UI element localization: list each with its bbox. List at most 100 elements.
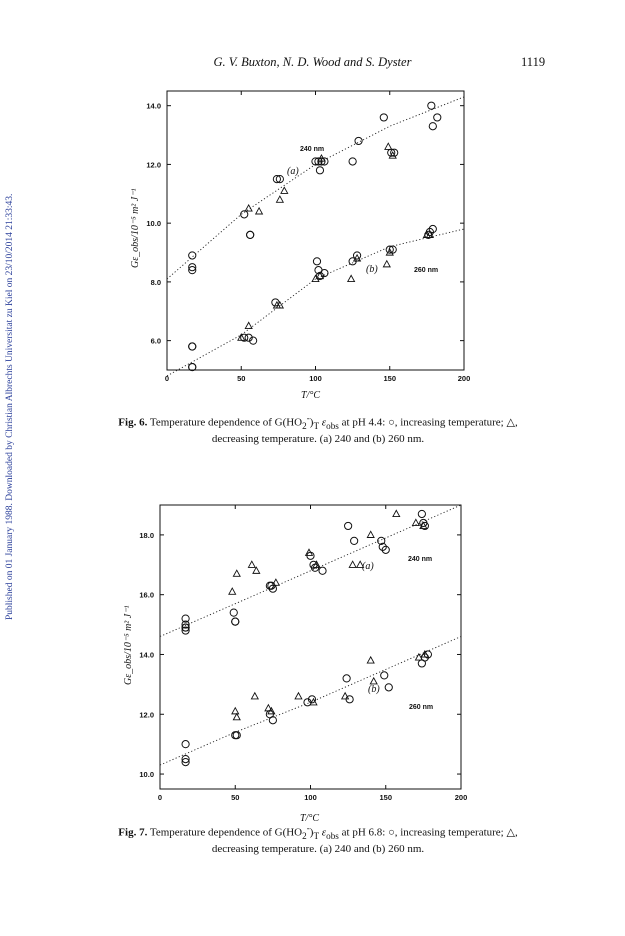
fig6-xlabel: T/°C: [301, 390, 320, 400]
fig7-point-decreasing: [228, 587, 237, 595]
fig7-ylabel: Gε_obs/10⁻⁵ m² J⁻¹: [123, 605, 134, 685]
fig7-point-increasing: [423, 650, 432, 659]
fig6-point-increasing: [354, 136, 363, 146]
fig7-point-increasing: [268, 716, 277, 725]
fig6-xtick-label: 0: [165, 374, 169, 383]
page-number: 1119: [521, 55, 546, 69]
fig7-point-increasing: [344, 521, 353, 531]
fig6-point-increasing: [385, 245, 394, 254]
fig6-point-decreasing: [254, 206, 264, 215]
fig7-point-decreasing: [392, 509, 401, 518]
fig6-point-increasing: [312, 257, 322, 266]
fig7-point-decreasing: [267, 706, 276, 715]
fig6-fit-line: [166, 228, 465, 377]
fig7-point-decreasing: [247, 560, 256, 568]
fig6-point-increasing: [188, 362, 197, 372]
fig7-ytick-label: 18.0: [139, 531, 154, 540]
fig6-annotation-a: (a): [287, 166, 299, 177]
fig6-fit-line: [166, 96, 465, 280]
fig7-caption-a: Temperature dependence of G(HO: [149, 826, 303, 839]
fig7-annotation-a: (a): [362, 561, 374, 572]
fig7-point-increasing: [265, 581, 274, 590]
fig6-point-decreasing: [317, 154, 326, 162]
fig7-point-increasing: [377, 536, 386, 545]
fig7-point-decreasing: [231, 706, 240, 715]
fig6-point-increasing: [379, 113, 388, 122]
download-stamp-text: Published on 01 January 1988. Downloaded…: [5, 194, 15, 620]
fig6-ytick-label: 14.0: [146, 102, 161, 111]
fig7-point-increasing: [420, 521, 429, 531]
fig6-annotation-240nm: 240 nm: [300, 146, 324, 153]
fig7-point-decreasing: [232, 712, 241, 721]
fig7-point-increasing: [232, 731, 241, 740]
fig7-annotation-260nm: 260 nm: [409, 704, 433, 711]
fig6-annotation-b: (b): [366, 264, 378, 275]
fig7-point-decreasing: [420, 649, 430, 658]
fig7-point-decreasing: [309, 697, 318, 706]
fig7-point-increasing: [380, 671, 389, 680]
fig6-point-decreasing: [244, 203, 253, 212]
fig6-xtick-label: 100: [309, 374, 322, 383]
fig6-point-increasing: [188, 263, 197, 272]
fig6-xtick-label: 50: [237, 374, 245, 383]
fig7-point-decreasing: [366, 655, 375, 664]
fig7-caption-c: at pH 6.8: ○, increasing temperature; △,: [341, 826, 518, 839]
fig7-point-increasing: [231, 731, 240, 740]
fig6-ytick-label: 10.0: [146, 219, 161, 228]
download-stamp-svg: Published on 01 January 1988. Downloaded…: [5, 194, 15, 620]
fig7-point-increasing: [419, 518, 428, 528]
fig7-point-increasing: [318, 566, 327, 575]
fig7-point-decreasing: [356, 560, 365, 568]
fig7-annotation-240nm: 240 nm: [408, 556, 432, 563]
fig7-point-decreasing: [232, 569, 241, 577]
fig6-point-decreasing: [244, 321, 253, 329]
fig7-point-increasing: [181, 614, 190, 623]
fig7-caption: Fig. 7. Temperature dependence of G(HO2-…: [118, 823, 518, 855]
fig7-point-increasing: [417, 509, 426, 519]
figure-6-chart: 0 50 100 150 200 6.0 8.0 10.0 12.0 14.0 T/°C Gε_o…: [130, 90, 470, 400]
fig6-ytick-label: 12.0: [146, 160, 161, 169]
fig7-point-increasing: [181, 757, 190, 767]
fig7-point-increasing: [231, 617, 240, 626]
fig7-point-decreasing: [312, 560, 321, 568]
fig7-point-increasing: [378, 542, 387, 551]
fig7-ytick-label: 10.0: [139, 770, 154, 779]
fig7-point-increasing: [181, 755, 190, 764]
fig7-point-increasing: [417, 659, 426, 668]
fig7-caption-b: ): [309, 826, 314, 839]
fig6-ytick-label: 6.0: [151, 337, 161, 346]
fig6-frame: [166, 90, 465, 371]
fig6-point-increasing: [240, 333, 249, 342]
fig7-point-decreasing: [304, 548, 314, 556]
fig6-point-decreasing: [384, 142, 393, 150]
fig7-point-increasing: [181, 626, 190, 635]
fig6-point-decreasing: [275, 300, 285, 309]
fig6-point-decreasing: [280, 186, 289, 194]
fig6-point-increasing: [249, 336, 258, 345]
fig7-point-decreasing: [250, 691, 259, 700]
download-stamp: Published on 01 January 1988. Downloaded…: [2, 90, 16, 620]
running-header-authors: G. V. Buxton, N. D. Wood and S. Dyster: [213, 55, 412, 69]
fig7-point-increasing: [310, 563, 320, 572]
fig6-point-increasing: [244, 333, 253, 342]
fig6-point-increasing: [240, 210, 249, 219]
fig6-label: Fig. 6.: [118, 416, 148, 429]
fig7-point-increasing: [181, 620, 190, 629]
fig7-point-increasing: [268, 584, 277, 593]
fig6-ytick-label: 8.0: [151, 278, 161, 287]
fig6-point-increasing: [390, 148, 399, 157]
fig7-ytick-label: 14.0: [139, 650, 154, 659]
fig6-point-increasing: [188, 342, 197, 351]
fig7-caption-line2: decreasing temperature. (a) 240 and (b) …: [211, 842, 425, 855]
fig7-point-decreasing: [369, 676, 378, 685]
fig6-caption-b: ): [309, 416, 314, 429]
fig7-point-increasing: [381, 545, 390, 554]
fig7-point-increasing: [181, 740, 190, 749]
fig7-point-increasing: [229, 608, 238, 617]
fig7-point-decreasing: [252, 566, 261, 574]
fig7-label: Fig. 7.: [118, 826, 148, 839]
fig7-point-increasing: [342, 674, 351, 683]
fig7-point-decreasing: [411, 518, 421, 526]
fig6-point-decreasing: [425, 230, 435, 238]
fig7-xtick-label: 150: [379, 793, 392, 802]
